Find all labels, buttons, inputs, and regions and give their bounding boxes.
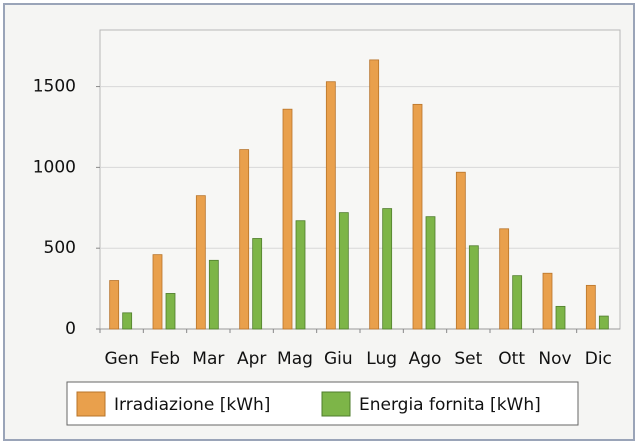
bar <box>369 59 380 330</box>
x-tick-label: Giu <box>324 349 353 369</box>
bar <box>382 208 393 330</box>
x-tick-label: Feb <box>150 349 180 369</box>
bar <box>585 284 596 330</box>
plot-area <box>99 29 621 330</box>
legend-swatch <box>76 391 106 417</box>
legend-swatch <box>321 391 351 417</box>
x-tick-label: Gen <box>104 349 138 369</box>
x-tick-label: Ago <box>409 349 442 369</box>
bar <box>165 293 176 330</box>
x-tick-label: Set <box>454 349 482 369</box>
bar <box>252 238 263 330</box>
x-tick-label: Mar <box>192 349 224 369</box>
bar <box>122 312 133 330</box>
bar <box>468 245 479 330</box>
bar <box>152 254 163 330</box>
bar <box>338 212 349 330</box>
bar <box>109 280 120 330</box>
x-tick-label: Mag <box>277 349 313 369</box>
bar <box>412 103 423 330</box>
bar <box>425 216 436 330</box>
bar <box>282 108 293 330</box>
bar <box>325 81 336 330</box>
y-tick-label: 1500 <box>33 77 76 97</box>
bar <box>499 228 510 330</box>
y-tick-label: 1000 <box>33 157 76 177</box>
y-tick-label: 500 <box>44 238 76 258</box>
bar <box>555 305 566 330</box>
x-tick-label: Apr <box>237 349 266 369</box>
bar <box>542 272 553 330</box>
bar <box>598 315 609 330</box>
x-tick-label: Dic <box>585 349 612 369</box>
bar <box>512 275 523 330</box>
legend-label: Energia fornita [kWh] <box>359 395 541 415</box>
x-tick-label: Ott <box>498 349 525 369</box>
legend-label: Irradiazione [kWh] <box>114 395 270 415</box>
bar <box>195 195 206 330</box>
y-tick-label: 0 <box>65 319 76 339</box>
bar <box>208 259 219 330</box>
bar <box>295 220 306 330</box>
x-tick-label: Lug <box>366 349 397 369</box>
x-tick-label: Nov <box>538 349 571 369</box>
bar <box>455 171 466 330</box>
bar <box>239 149 250 330</box>
